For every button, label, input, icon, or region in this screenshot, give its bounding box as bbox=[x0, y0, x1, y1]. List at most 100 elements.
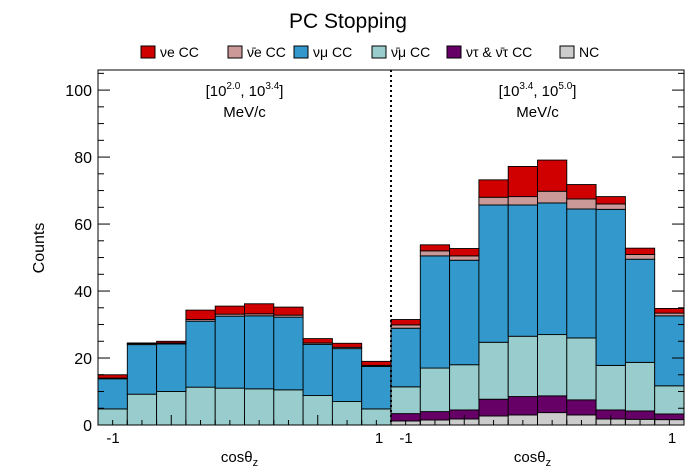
bar-nutau bbox=[419, 411, 451, 421]
bar-numu bbox=[478, 204, 509, 343]
bar-nuebar bbox=[449, 255, 480, 261]
bar-nuebar bbox=[566, 198, 597, 210]
bar-nuebar bbox=[478, 196, 509, 206]
x-tick-label: -1 bbox=[106, 430, 119, 447]
bar-nue bbox=[390, 319, 421, 326]
bar-numu bbox=[595, 208, 626, 366]
bar-nue bbox=[97, 374, 128, 379]
bar-numubar bbox=[214, 387, 245, 426]
legend-label-nue: νe CC bbox=[160, 44, 199, 60]
legend-item-numu: νμ CC bbox=[293, 44, 352, 60]
bar-numu bbox=[390, 327, 421, 388]
bar-numu bbox=[419, 255, 451, 369]
legend-swatch-nuebar bbox=[227, 45, 243, 59]
bar-nutau bbox=[654, 413, 685, 421]
legend-swatch-numubar bbox=[371, 45, 387, 59]
bar-nutau bbox=[507, 396, 538, 416]
bar-nutau bbox=[478, 398, 509, 417]
y-tick-label: 80 bbox=[74, 150, 92, 167]
series-numubar bbox=[390, 334, 685, 415]
panel-1: [102.0, 103.4] MeV/c cosθz -1 1 bbox=[97, 81, 392, 469]
bar-numu bbox=[302, 343, 333, 396]
legend-swatch-nutau bbox=[446, 45, 462, 59]
bar-numu bbox=[97, 378, 128, 410]
legend-item-nc: NC bbox=[559, 44, 599, 60]
bar-nue bbox=[478, 179, 509, 198]
y-tick-label: 0 bbox=[83, 418, 92, 435]
legend-item-nuebar: ν̄e CC bbox=[227, 44, 286, 60]
panel-range-label: [103.4, 105.0] bbox=[499, 81, 577, 100]
y-axis-label: Counts bbox=[31, 223, 48, 274]
bar-nuebar bbox=[419, 250, 451, 257]
bar-nue bbox=[156, 340, 187, 344]
bar-nue bbox=[126, 342, 158, 345]
bar-numu bbox=[273, 316, 304, 391]
series-numu bbox=[97, 315, 392, 410]
y-tick-label: 100 bbox=[65, 83, 92, 100]
bar-numubar bbox=[390, 386, 421, 415]
bar-nue bbox=[244, 303, 275, 315]
bar-numu bbox=[624, 258, 656, 363]
bar-numubar bbox=[244, 388, 275, 426]
panel-unit-label: MeV/c bbox=[516, 104, 559, 121]
bar-nue bbox=[537, 159, 568, 192]
bar-numubar bbox=[624, 361, 656, 412]
bar-nutau bbox=[537, 395, 568, 414]
bar-nue bbox=[566, 184, 597, 200]
y-tick-label: 60 bbox=[74, 217, 92, 234]
chart-title: PC Stopping bbox=[289, 10, 407, 33]
bar-numubar bbox=[537, 334, 568, 397]
bar-nuebar bbox=[507, 196, 538, 206]
series-nutau bbox=[390, 395, 685, 422]
x-axis-label: cosθz bbox=[221, 449, 258, 469]
legend: νe CC ν̄e CC νμ CC ν̄μ CC ντ & ν̄τ CC NC bbox=[140, 44, 599, 60]
bar-numu bbox=[214, 315, 245, 389]
bar-nue bbox=[595, 196, 626, 205]
series-nue bbox=[97, 303, 392, 379]
series-numu bbox=[390, 202, 685, 388]
bar-nue bbox=[273, 306, 304, 316]
bar-numubar bbox=[654, 385, 685, 415]
bar-nuebar bbox=[537, 190, 568, 204]
bar-nutau bbox=[624, 410, 656, 420]
legend-item-nutau: ντ & ν̄τ CC bbox=[446, 44, 532, 60]
bar-numu bbox=[185, 320, 216, 388]
bar-nutau bbox=[390, 413, 421, 422]
bar-nutau bbox=[566, 399, 597, 416]
y-tick-label: 40 bbox=[74, 284, 92, 301]
bar-numu bbox=[126, 344, 158, 395]
bar-nue bbox=[624, 247, 656, 255]
bar-numubar bbox=[419, 367, 451, 413]
y-tick-label: 20 bbox=[74, 351, 92, 368]
panel-label: [103.4, 105.0] MeV/c bbox=[499, 81, 577, 121]
x-tick-label: 1 bbox=[375, 430, 383, 447]
legend-swatch-numu bbox=[293, 45, 309, 59]
bar-nue bbox=[449, 248, 480, 257]
bar-numu bbox=[156, 343, 187, 392]
legend-label-numubar: ν̄μ CC bbox=[391, 44, 430, 60]
series-nue bbox=[390, 159, 685, 326]
bar-numu bbox=[507, 204, 538, 337]
x-axis-label: cosθz bbox=[514, 449, 551, 469]
bar-numu bbox=[331, 348, 363, 403]
bar-nuebar bbox=[595, 203, 626, 210]
bar-nuebar bbox=[624, 254, 656, 260]
legend-label-nuebar: ν̄e CC bbox=[247, 44, 286, 60]
bar-numu bbox=[566, 208, 597, 339]
bar-numu bbox=[654, 315, 685, 387]
bar-numubar bbox=[566, 337, 597, 401]
bar-numubar bbox=[478, 341, 509, 400]
bar-numubar bbox=[273, 389, 304, 426]
panel-2: [103.4, 105.0] MeV/c cosθz -1 1 bbox=[390, 81, 685, 469]
legend-swatch-nc bbox=[559, 45, 575, 59]
bar-numubar bbox=[507, 335, 538, 397]
bar-nue bbox=[419, 244, 451, 252]
panel-label: [102.0, 103.4] MeV/c bbox=[206, 81, 284, 121]
legend-item-nue: νe CC bbox=[140, 44, 199, 60]
x-tick-label: 1 bbox=[668, 430, 676, 447]
legend-label-nc: NC bbox=[579, 44, 599, 60]
bar-numu bbox=[361, 365, 392, 410]
x-tick-label: -1 bbox=[399, 430, 412, 447]
legend-label-numu: νμ CC bbox=[313, 44, 352, 60]
